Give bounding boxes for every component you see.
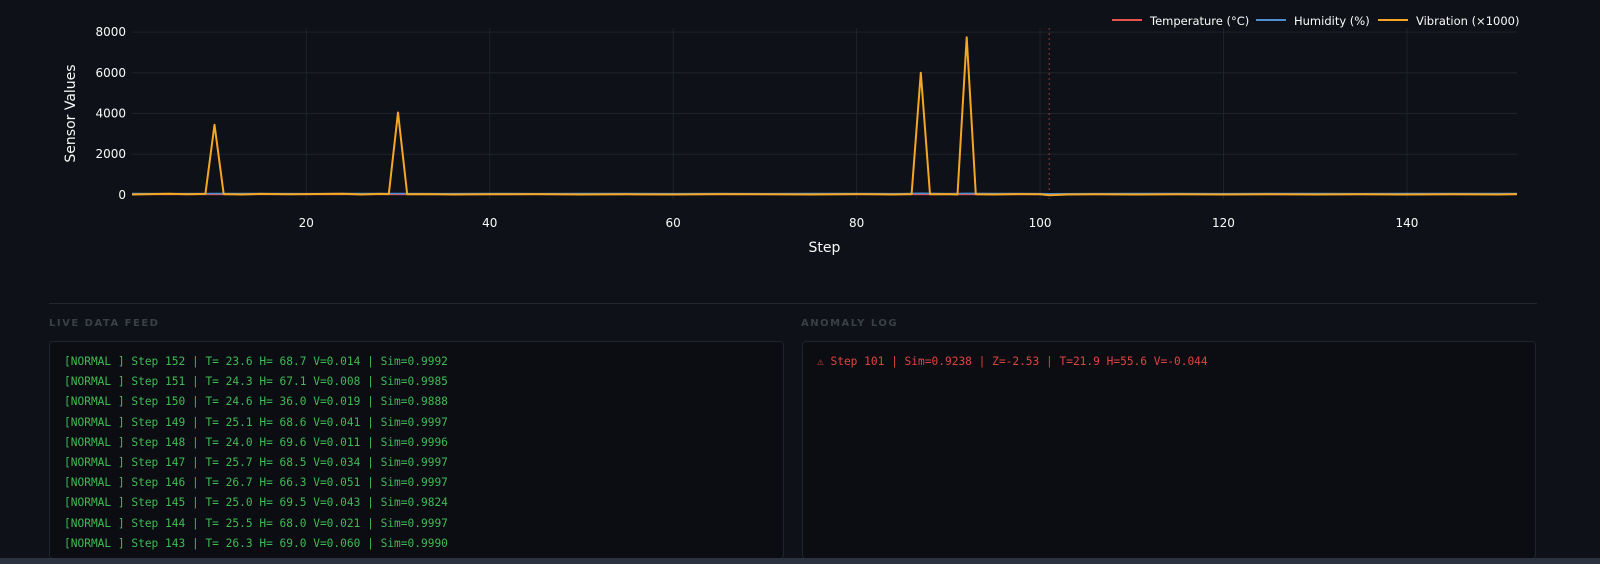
x-axis-title: Step: [809, 240, 841, 256]
feed-line: [NORMAL ] Step 145 | T= 25.0 H= 69.5 V=0…: [64, 496, 448, 510]
y-tick-label: 0: [118, 188, 126, 202]
anomaly-line: ⚠ Step 101 | Sim=0.9238 | Z=-2.53 | T=21…: [817, 355, 1208, 368]
x-tick-label: 100: [1029, 216, 1052, 230]
x-tick-label: 40: [482, 216, 497, 230]
x-tick-label: 120: [1212, 216, 1235, 230]
anomaly-log-panel[interactable]: ⚠ Step 101 | Sim=0.9238 | Z=-2.53 | T=21…: [802, 341, 1536, 559]
feed-line: [NORMAL ] Step 152 | T= 23.6 H= 68.7 V=0…: [64, 355, 448, 368]
y-tick-label: 4000: [95, 107, 126, 121]
feed-line: [NORMAL ] Step 148 | T= 24.0 H= 69.6 V=0…: [64, 435, 448, 449]
feed-line: [NORMAL ] Step 147 | T= 25.7 H= 68.5 V=0…: [64, 456, 448, 470]
y-tick-label: 8000: [95, 25, 126, 39]
sensor-chart: 0 2000 4000 6000 8000 20 40 60 80 100 120 140 Step Se…: [0, 0, 1600, 275]
live-data-feed-title: LIVE DATA FEED: [49, 318, 160, 329]
horizontal-scrollbar[interactable]: [0, 558, 1600, 564]
live-data-feed-panel[interactable]: [NORMAL ] Step 152 | T= 23.6 H= 68.7 V=0…: [49, 341, 784, 559]
legend-label: Humidity (%): [1294, 14, 1370, 28]
feed-line: [NORMAL ] Step 151 | T= 24.3 H= 67.1 V=0…: [64, 375, 448, 389]
x-tick-label: 80: [849, 216, 864, 230]
series-line: [131, 36, 1518, 197]
legend-label: Temperature (°C): [1149, 14, 1249, 28]
section-divider: [49, 303, 1537, 304]
anomaly-log-title: ANOMALY LOG: [801, 318, 899, 329]
x-tick-label: 20: [299, 216, 314, 230]
sensor-chart-svg: 0 2000 4000 6000 8000 20 40 60 80 100 120 140 Step Se…: [63, 14, 1519, 256]
feed-line: [NORMAL ] Step 149 | T= 25.1 H= 68.6 V=0…: [64, 415, 448, 429]
y-tick-label: 6000: [95, 66, 126, 80]
y-tick-label: 2000: [95, 147, 126, 161]
legend-label: Vibration (×1000): [1416, 14, 1519, 28]
feed-line: [NORMAL ] Step 150 | T= 24.6 H= 36.0 V=0…: [64, 395, 448, 409]
x-tick-label: 60: [666, 216, 681, 230]
y-axis-title: Sensor Values: [63, 64, 79, 162]
feed-line: [NORMAL ] Step 146 | T= 26.7 H= 66.3 V=0…: [64, 476, 448, 490]
feed-line: [NORMAL ] Step 143 | T= 26.3 H= 69.0 V=0…: [64, 536, 448, 550]
x-tick-label: 140: [1395, 216, 1418, 230]
feed-line: [NORMAL ] Step 144 | T= 25.5 H= 68.0 V=0…: [64, 516, 448, 530]
